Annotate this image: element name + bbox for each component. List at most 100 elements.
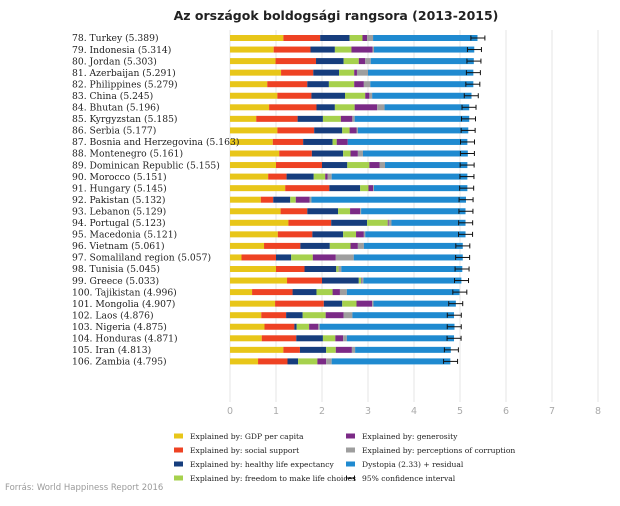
- bar-segment-dystopia: [372, 92, 472, 99]
- row-label: 85. Kyrgyzstan (5.185): [72, 114, 178, 125]
- bar-row: [230, 104, 477, 111]
- bar-row: [230, 358, 459, 365]
- bar-row: [230, 58, 482, 65]
- bar-segment-social: [276, 162, 322, 169]
- row-label: 105. Iran (4.813): [72, 345, 151, 356]
- bar-row: [230, 150, 475, 157]
- bar-segment-freedom: [329, 242, 351, 249]
- bar-segment-health: [316, 58, 344, 65]
- bar-segment-health: [329, 185, 361, 192]
- row-labels: 78. Turkey (5.389)79. Indonesia (5.314)8…: [72, 33, 239, 367]
- row-label: 99. Greece (5.033): [72, 276, 159, 287]
- bar-segment-health: [331, 219, 368, 226]
- bar-segment-social: [256, 115, 298, 122]
- bar-segment-corruption: [361, 277, 364, 284]
- legend-swatch-freedom: [174, 475, 183, 481]
- bar-segment-generosity: [325, 173, 328, 180]
- bar-row: [230, 81, 481, 88]
- bar-segment-dystopia: [354, 115, 470, 122]
- bar-segment-corruption: [363, 81, 371, 88]
- row-label: 93. Lebanon (5.129): [72, 206, 166, 217]
- x-tick-label: 4: [411, 406, 417, 417]
- bar-segment-dystopia: [384, 104, 470, 111]
- bar-row: [230, 300, 464, 307]
- bar-row: [230, 69, 481, 76]
- bar-segment-gdp: [230, 150, 280, 157]
- bar-segment-gdp: [230, 104, 270, 111]
- legend-label-corruption: Explained by: perceptions of corruption: [362, 446, 515, 455]
- row-label: 91. Hungary (5.145): [72, 183, 167, 194]
- bar-segment-dystopia: [368, 69, 474, 76]
- bar-segment-freedom: [342, 300, 357, 307]
- bar-segment-generosity: [369, 162, 380, 169]
- legend-label-dystopia: Dystopia (2.33) + residual: [362, 460, 464, 469]
- bar-segment-corruption: [365, 58, 371, 65]
- bar-segment-dystopia: [355, 346, 451, 353]
- bar-segment-health: [307, 208, 339, 215]
- bar-segment-generosity: [362, 35, 368, 41]
- row-label: 101. Mongolia (4.907): [72, 299, 175, 310]
- bar-segment-social: [272, 138, 304, 145]
- bar-segment-social: [275, 300, 324, 307]
- bar-segment-corruption: [373, 185, 374, 192]
- bar-segment-freedom: [291, 254, 313, 261]
- bar-segment-corruption: [309, 196, 312, 203]
- legend-label-social: Explained by: social support: [190, 446, 299, 455]
- x-axis-ticks: 0 1 2 3 4 5 6 7 8: [227, 406, 601, 417]
- bar-segment-gdp: [230, 138, 273, 145]
- bar-segment-freedom: [322, 115, 341, 122]
- bar-segment-generosity: [317, 358, 327, 365]
- bar-segment-dystopia: [346, 335, 455, 342]
- bar-segment-social: [283, 35, 321, 41]
- row-label: 84. Bhutan (5.196): [72, 103, 160, 114]
- bar-segment-dystopia: [365, 231, 466, 238]
- bar-segment-gdp: [230, 254, 242, 261]
- bar-segment-freedom: [347, 162, 370, 169]
- bar-segment-generosity: [368, 185, 374, 192]
- bar-segment-social: [288, 219, 332, 226]
- bar-row: [230, 289, 468, 296]
- bar-segment-freedom: [316, 289, 333, 296]
- bar-segment-dystopia: [346, 289, 460, 296]
- bar-segment-health: [310, 46, 335, 53]
- bar-segment-generosity: [387, 219, 389, 226]
- bar-segment-social: [267, 81, 308, 88]
- bar-segment-health: [323, 300, 343, 307]
- legend-swatch-social: [174, 447, 183, 453]
- bar-segment-corruption: [377, 104, 385, 111]
- bar-segment-social: [285, 185, 330, 192]
- bar-segment-dystopia: [362, 150, 468, 157]
- bar-segment-corruption: [372, 300, 374, 307]
- bar-segment-corruption: [379, 162, 386, 169]
- bar-segment-generosity: [335, 335, 344, 342]
- bar-segment-dystopia: [361, 208, 466, 215]
- bar-row: [230, 185, 475, 192]
- bar-segment-health: [322, 277, 359, 284]
- bar-segment-freedom: [334, 46, 352, 53]
- bar-row: [230, 323, 462, 330]
- bar-segment-freedom: [298, 358, 318, 365]
- source-note: Forrás: World Happiness Report 2016: [5, 483, 163, 493]
- bar-segment-gdp: [230, 69, 282, 76]
- row-label: 95. Macedonia (5.121): [72, 230, 177, 241]
- bar-row: [230, 196, 474, 203]
- bar-segment-corruption: [352, 115, 355, 122]
- bar-segment-gdp: [230, 58, 276, 65]
- bar-segment-social: [261, 335, 297, 342]
- bar-segment-gdp: [230, 35, 284, 41]
- bar-segment-freedom: [296, 323, 310, 330]
- bar-segment-gdp: [230, 300, 276, 307]
- row-label: 104. Honduras (4.871): [72, 334, 178, 345]
- bar-segment-freedom: [302, 312, 326, 319]
- bar-segment-gdp: [230, 323, 265, 330]
- bar-segment-corruption: [338, 266, 342, 272]
- bar-segment-dystopia: [311, 196, 466, 203]
- bar-segment-health: [286, 312, 303, 319]
- bar-segment-corruption: [351, 346, 356, 353]
- bar-row: [230, 335, 462, 342]
- x-tick-label: 8: [595, 406, 601, 417]
- bar-segment-social: [276, 266, 305, 272]
- bar-segment-freedom: [367, 219, 388, 226]
- bar-segment-gdp: [230, 92, 278, 99]
- bar-segment-health: [273, 196, 291, 203]
